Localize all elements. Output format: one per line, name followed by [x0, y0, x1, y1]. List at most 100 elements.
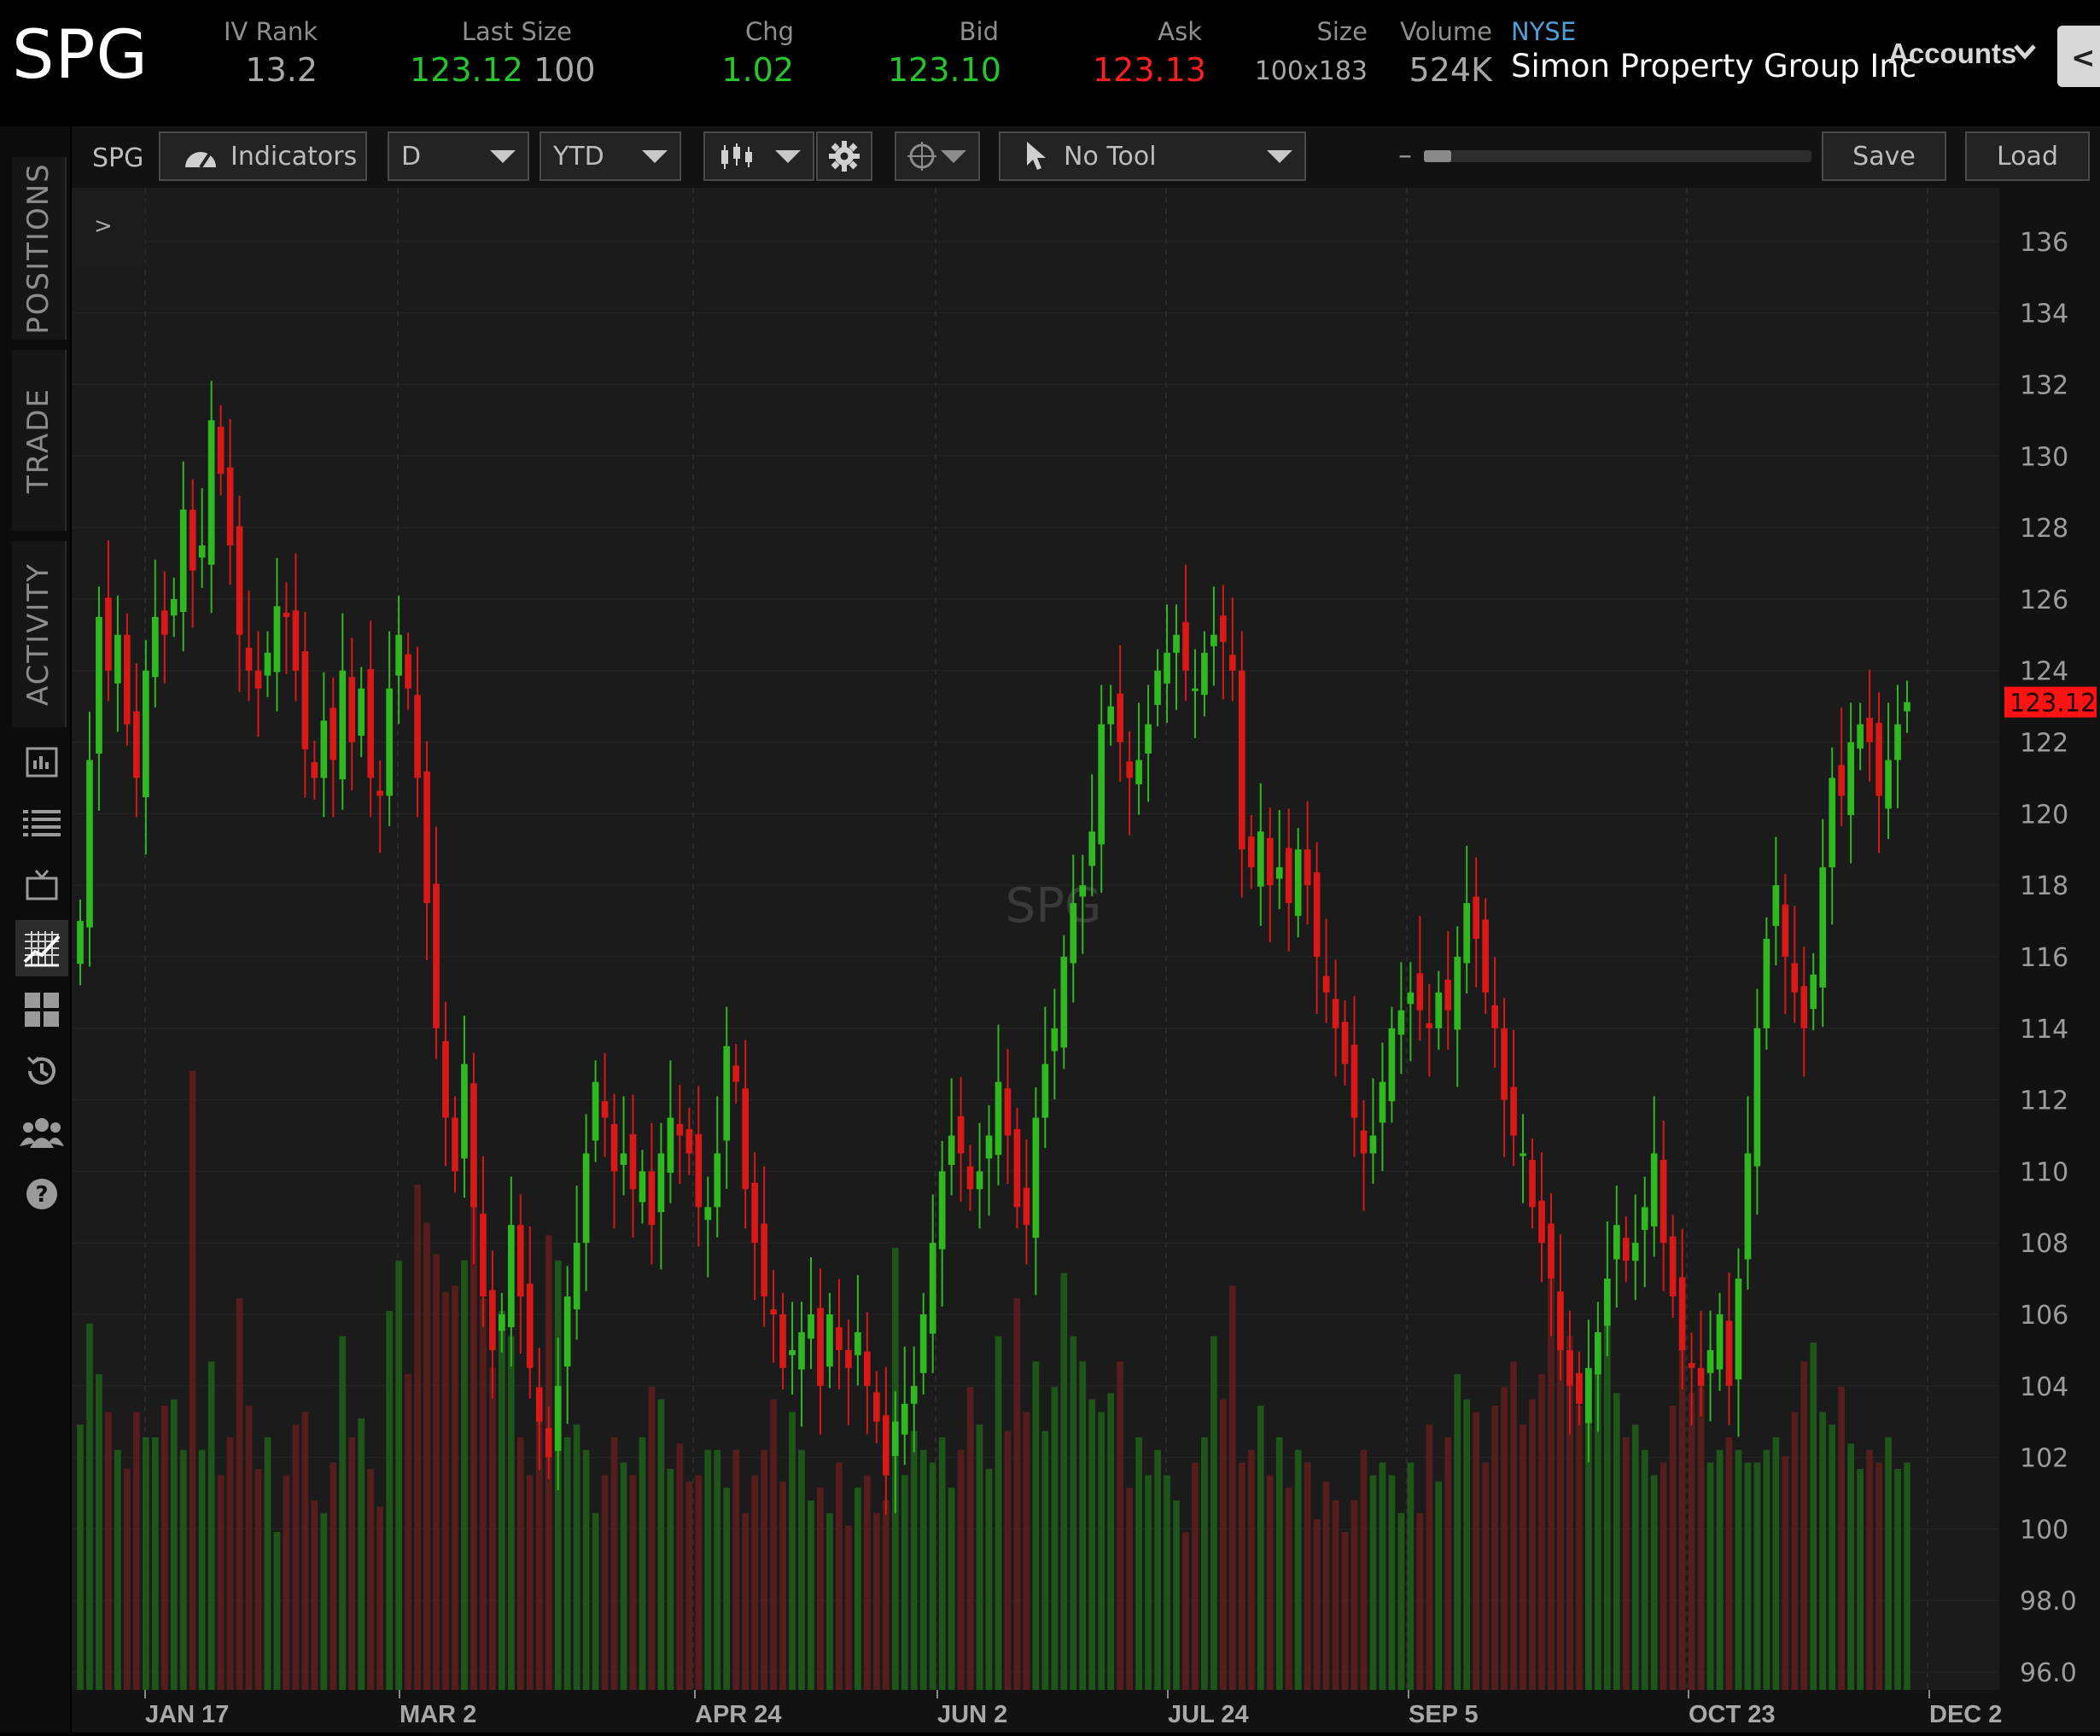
volume-bar	[311, 1500, 318, 1690]
candle-body	[1013, 1128, 1021, 1208]
chevron-down-icon	[642, 150, 668, 163]
tab-activity[interactable]: ACTIVITY	[12, 541, 67, 727]
volume-bar	[1079, 1361, 1087, 1690]
volume-bar	[1819, 1412, 1827, 1690]
volume-bar	[301, 1412, 309, 1690]
volume-bar	[1304, 1462, 1311, 1690]
volume-bar	[283, 1475, 290, 1690]
volume-bar	[1060, 1273, 1068, 1690]
tab-positions[interactable]: POSITIONS	[12, 157, 67, 340]
volume-bar	[470, 1185, 477, 1690]
help-icon[interactable]: ?	[19, 1171, 65, 1217]
collapse-panel-button[interactable]: >	[72, 188, 145, 268]
candle-body	[1510, 1086, 1517, 1136]
volume-bar	[1117, 1361, 1123, 1690]
chart-symbol[interactable]: SPG	[92, 143, 144, 173]
volume-bar	[217, 1475, 225, 1690]
candle-body	[1735, 1279, 1742, 1380]
news-icon[interactable]	[19, 739, 65, 785]
volume-bar	[592, 1512, 599, 1690]
crosshair-icon	[907, 142, 936, 171]
candle-body	[1800, 986, 1808, 1028]
candle-body	[1341, 1022, 1349, 1064]
chg-value: 1.02	[721, 51, 794, 89]
candle-body	[770, 1309, 777, 1314]
volume-bar	[1201, 1437, 1208, 1690]
candlestick-chart[interactable]: 136 134 132 130 128 126 124 122 120 118 116 114 112 1…	[72, 188, 2100, 1733]
volume-bar	[966, 1386, 974, 1690]
list-icon[interactable]	[19, 801, 65, 847]
volume-bar	[1613, 1393, 1620, 1690]
zoom-slider[interactable]	[1424, 150, 1811, 162]
zoom-out-button[interactable]: –	[1398, 138, 1412, 171]
candle-body	[667, 1117, 674, 1174]
style-settings-button[interactable]	[816, 131, 872, 181]
load-button[interactable]: Load	[1965, 131, 2090, 181]
volume-bar	[198, 1449, 206, 1690]
chevron-down-icon[interactable]	[2013, 39, 2037, 63]
tab-activity-label: ACTIVITY	[21, 562, 55, 707]
community-icon[interactable]	[19, 1110, 65, 1156]
candle-body	[1595, 1331, 1601, 1375]
gear-icon	[829, 141, 860, 172]
candle-body	[77, 921, 84, 964]
chart-icon[interactable]	[15, 920, 68, 976]
volume-bar	[1631, 1424, 1639, 1690]
volume-bar	[452, 1285, 458, 1690]
tv-icon[interactable]	[19, 862, 65, 908]
volume-bar	[1388, 1475, 1396, 1690]
candle-body	[1697, 1367, 1705, 1386]
chevron-down-icon	[490, 150, 516, 163]
candle-body	[855, 1331, 861, 1355]
right-panel-tab[interactable]: <	[2057, 26, 2100, 87]
tab-trade[interactable]: TRADE	[12, 350, 67, 531]
aggregation-select[interactable]: D	[388, 131, 529, 181]
volume-value: 524K	[1409, 51, 1492, 89]
accounts-menu[interactable]: Accounts	[1888, 38, 2017, 69]
volume-bar	[1164, 1475, 1170, 1690]
volume-bar	[1885, 1437, 1892, 1690]
candle-body	[657, 1153, 665, 1213]
save-button[interactable]: Save	[1822, 131, 1946, 181]
chart-style-select[interactable]	[703, 131, 814, 181]
price-chart[interactable]: 136 134 132 130 128 126 124 122 120 118 116 114 112 1…	[72, 188, 2100, 1733]
candle-body	[761, 1223, 767, 1297]
watermark: SPG	[1006, 878, 1102, 934]
volume-bar	[499, 1311, 505, 1690]
candle-body	[499, 1314, 505, 1331]
symbol-title[interactable]: SPG	[12, 17, 149, 94]
volume-bar	[882, 1500, 890, 1690]
volume-bar	[461, 1260, 468, 1690]
candle-body	[1641, 1207, 1648, 1231]
volume-bar	[386, 1311, 393, 1690]
bid-value[interactable]: 123.10	[888, 51, 1001, 89]
x-tick-label: JUL 24	[1168, 1701, 1249, 1728]
candle-body	[639, 1171, 646, 1203]
ask-value[interactable]: 123.13	[1093, 51, 1206, 89]
y-tick-label: 132	[2020, 370, 2068, 400]
zoom-slider-fill[interactable]	[1424, 150, 1451, 162]
candle-body	[1060, 956, 1068, 1048]
volume-bar	[1275, 1437, 1283, 1690]
candle-body	[1247, 836, 1255, 868]
drawing-tool-select[interactable]: No Tool	[999, 131, 1306, 181]
crosshair-select[interactable]	[895, 131, 980, 181]
last-size-value: 123.12 100	[410, 51, 596, 89]
volume-bar	[1697, 1386, 1705, 1690]
indicators-button[interactable]: Indicators	[159, 131, 367, 181]
candle-body	[798, 1331, 805, 1370]
y-tick-label: 136	[2020, 228, 2068, 258]
volume-bar	[1397, 1512, 1405, 1690]
volume-bar	[573, 1424, 580, 1690]
save-label: Save	[1852, 141, 1916, 172]
volume-bar	[657, 1399, 665, 1690]
volume-bar	[1313, 1519, 1321, 1690]
volume-bar	[1369, 1475, 1377, 1690]
volume-bar	[817, 1488, 824, 1690]
volume-bar	[189, 1070, 196, 1690]
candle-body	[1473, 896, 1480, 939]
history-icon[interactable]	[19, 1048, 65, 1094]
range-select[interactable]: YTD	[540, 131, 681, 181]
grid-icon[interactable]	[19, 987, 65, 1033]
volume-bar	[1013, 1298, 1021, 1690]
